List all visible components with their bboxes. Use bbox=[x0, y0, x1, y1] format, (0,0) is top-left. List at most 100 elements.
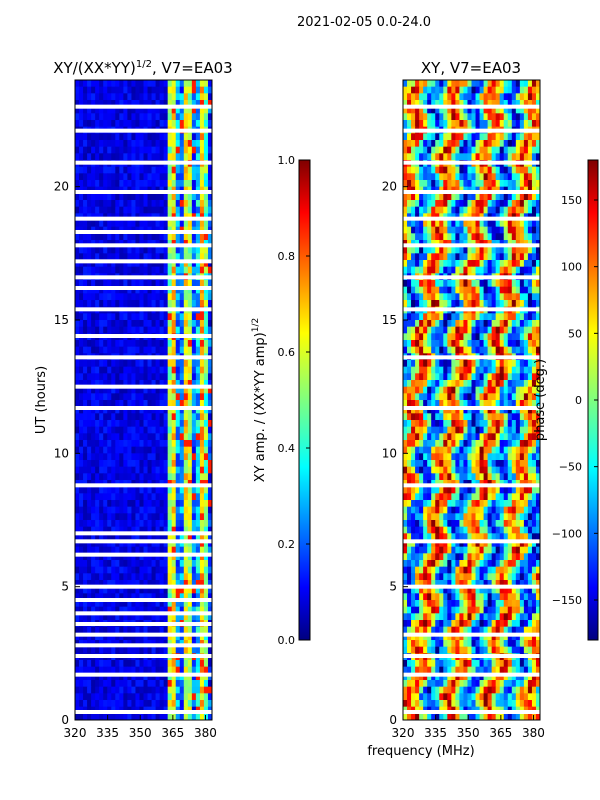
heatmap-cell bbox=[119, 266, 124, 274]
heatmap-cell bbox=[159, 106, 165, 114]
heatmap-cell bbox=[495, 313, 501, 321]
heatmap-cell bbox=[107, 586, 112, 594]
heatmap-cell bbox=[415, 153, 420, 161]
heatmap-cell bbox=[195, 453, 201, 461]
heatmap-cell bbox=[75, 686, 80, 694]
heatmap-cell bbox=[407, 120, 412, 128]
heatmap-cell bbox=[183, 613, 189, 621]
heatmap-cell bbox=[119, 520, 124, 528]
heatmap-cell bbox=[183, 80, 189, 88]
heatmap-cell bbox=[511, 346, 517, 354]
heatmap-cell bbox=[99, 406, 104, 414]
heatmap-cell bbox=[195, 406, 201, 414]
heatmap-cell bbox=[155, 673, 161, 681]
heatmap-cell bbox=[431, 386, 436, 394]
heatmap-cell bbox=[95, 360, 100, 368]
heatmap-cell bbox=[195, 220, 201, 228]
heatmap-cell bbox=[119, 253, 124, 261]
heatmap-cell bbox=[447, 366, 452, 374]
heatmap-cell bbox=[199, 400, 205, 408]
heatmap-cell bbox=[155, 660, 161, 668]
heatmap-cell bbox=[163, 613, 169, 621]
heatmap-cell bbox=[427, 280, 432, 288]
heatmap-cell bbox=[495, 386, 501, 394]
heatmap-cell bbox=[511, 313, 517, 321]
heatmap-cell bbox=[187, 666, 193, 674]
heatmap-cell bbox=[179, 666, 185, 674]
heatmap-cell bbox=[503, 166, 509, 174]
heatmap-cell bbox=[79, 120, 84, 128]
heatmap-cell bbox=[171, 166, 177, 174]
heatmap-cell bbox=[143, 393, 149, 401]
heatmap-cell bbox=[455, 400, 461, 408]
heatmap-cell bbox=[139, 633, 145, 641]
heatmap-cell bbox=[119, 606, 124, 614]
heatmap-cell bbox=[107, 666, 112, 674]
heatmap-cell bbox=[451, 146, 456, 154]
heatmap-cell bbox=[195, 100, 201, 108]
heatmap-cell bbox=[151, 113, 157, 121]
heatmap-cell bbox=[443, 393, 448, 401]
heatmap-cell bbox=[95, 173, 100, 181]
heatmap-cell bbox=[451, 333, 456, 341]
heatmap-cell bbox=[187, 673, 193, 681]
heatmap-cell bbox=[403, 320, 408, 328]
heatmap-cell bbox=[443, 380, 448, 388]
heatmap-cell bbox=[163, 566, 169, 574]
heatmap-cell bbox=[475, 300, 481, 308]
heatmap-cell bbox=[519, 193, 525, 201]
heatmap-cell bbox=[123, 453, 128, 461]
heatmap-cell bbox=[191, 580, 197, 588]
heatmap-cell bbox=[83, 606, 88, 614]
heatmap-cell bbox=[79, 93, 84, 101]
heatmap-cell bbox=[459, 193, 465, 201]
heatmap-cell bbox=[455, 93, 461, 101]
heatmap-cell bbox=[79, 486, 84, 494]
heatmap-cell bbox=[163, 533, 169, 541]
heatmap-cell bbox=[403, 386, 408, 394]
heatmap-cell bbox=[467, 200, 473, 208]
flagged-row bbox=[75, 216, 212, 221]
heatmap-cell bbox=[459, 246, 465, 254]
heatmap-cell bbox=[99, 120, 104, 128]
heatmap-cell bbox=[115, 693, 120, 701]
heatmap-cell bbox=[115, 633, 120, 641]
heatmap-cell bbox=[187, 586, 193, 594]
heatmap-cell bbox=[527, 366, 533, 374]
heatmap-cell bbox=[123, 666, 128, 674]
heatmap-cell bbox=[407, 380, 412, 388]
heatmap-cell bbox=[87, 400, 92, 408]
heatmap-cell bbox=[99, 626, 104, 634]
heatmap-cell bbox=[435, 146, 440, 154]
heatmap-cell bbox=[119, 666, 124, 674]
heatmap-cell bbox=[407, 206, 412, 214]
heatmap-cell bbox=[431, 153, 436, 161]
heatmap-cell bbox=[119, 293, 124, 301]
heatmap-cell bbox=[75, 120, 80, 128]
heatmap-cell bbox=[431, 360, 436, 368]
heatmap-cell bbox=[103, 580, 108, 588]
heatmap-cell bbox=[195, 200, 201, 208]
heatmap-cell bbox=[83, 220, 88, 228]
heatmap-cell bbox=[107, 373, 112, 381]
heatmap-cell bbox=[139, 233, 145, 241]
heatmap-cell bbox=[175, 673, 181, 681]
heatmap-cell bbox=[147, 153, 153, 161]
heatmap-cell bbox=[407, 373, 412, 381]
heatmap-cell bbox=[535, 320, 540, 328]
flagged-row bbox=[75, 384, 212, 389]
heatmap-cell bbox=[143, 460, 149, 468]
heatmap-cell bbox=[455, 340, 461, 348]
heatmap-cell bbox=[439, 206, 444, 214]
heatmap-cell bbox=[443, 400, 448, 408]
heatmap-cell bbox=[119, 693, 124, 701]
heatmap-cell bbox=[179, 700, 185, 708]
heatmap-cell bbox=[503, 300, 509, 308]
heatmap-cell bbox=[191, 573, 197, 581]
heatmap-cell bbox=[123, 433, 128, 441]
heatmap-cell bbox=[447, 320, 452, 328]
heatmap-cell bbox=[103, 473, 108, 481]
heatmap-cell bbox=[115, 553, 120, 561]
heatmap-cell bbox=[479, 266, 485, 274]
heatmap-cell bbox=[127, 713, 133, 720]
